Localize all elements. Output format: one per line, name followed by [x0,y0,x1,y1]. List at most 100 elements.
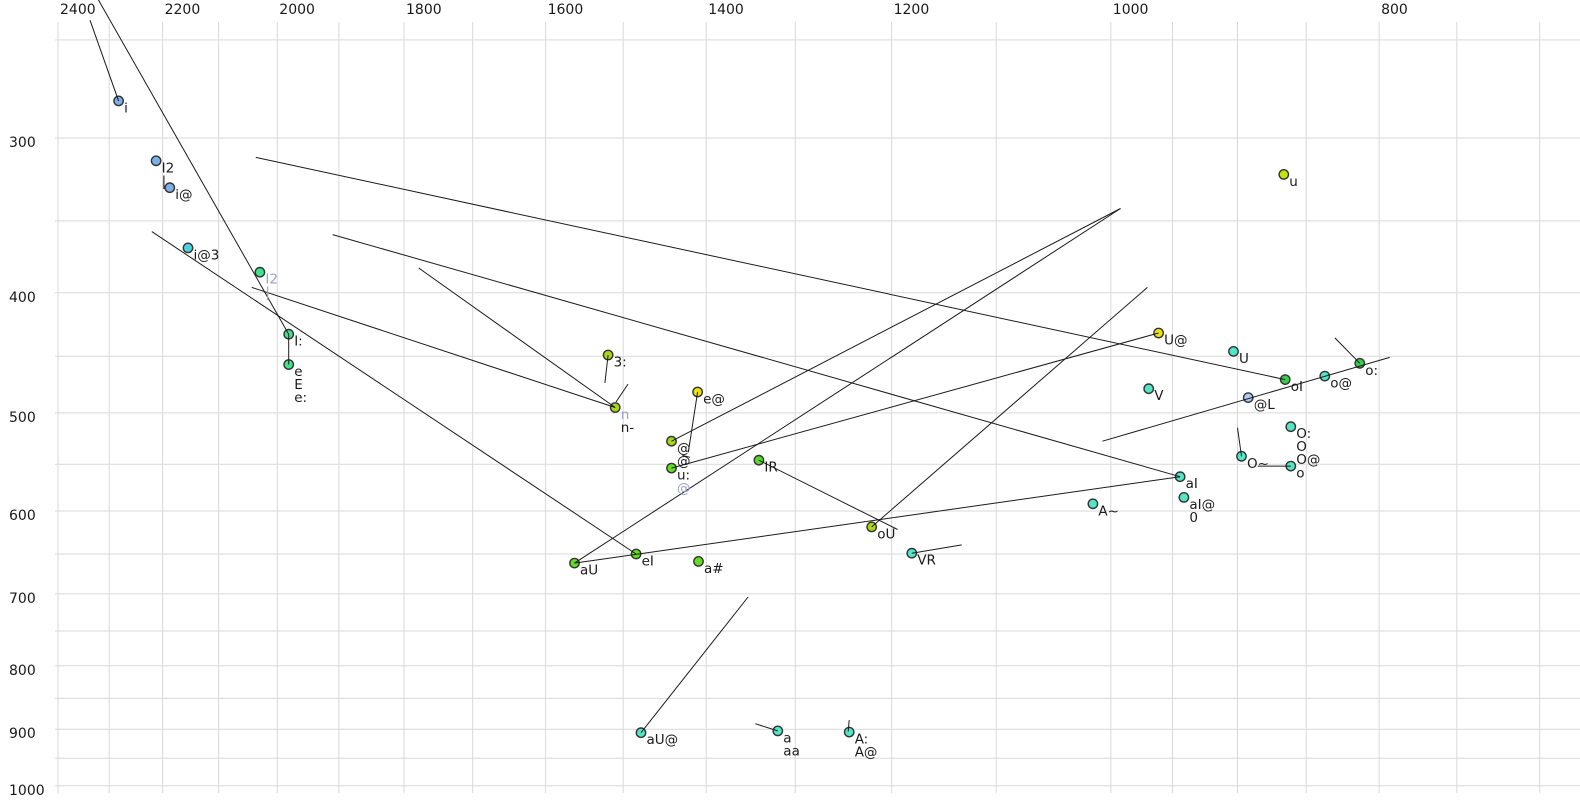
point-label: aU@ [647,732,679,748]
data-point[interactable] [1285,421,1297,433]
trajectory-line [332,234,1181,478]
trajectory-line [418,267,616,408]
point-label: V [1154,388,1164,404]
trajectory-line [671,332,1159,469]
data-point[interactable] [182,242,194,254]
y-tick-label: 900 [9,726,36,742]
data-point[interactable] [1143,383,1155,395]
trajectory-line [682,454,691,458]
trajectory-line [151,231,637,555]
trajectory-line [604,354,609,384]
trajectory-line [871,287,1148,528]
trajectory-line [574,208,1121,564]
point-label: u: [677,468,690,484]
point-label: O@ [1296,452,1320,468]
trajectory-line [615,383,629,403]
point-label: A@ [855,745,878,761]
point-label: 3: [614,355,627,371]
point-label: u [1289,174,1298,190]
data-point[interactable] [843,726,855,738]
data-point[interactable] [150,155,162,167]
point-label: i@ [175,187,192,203]
data-point[interactable] [693,556,704,567]
point-label: n- [621,420,635,436]
data-points [113,95,1366,739]
trajectory-line [687,391,699,453]
point-label: U [1239,351,1249,367]
point-label: @ [677,441,691,457]
y-tick-label: 1000 [9,783,45,799]
point-label: o [1296,466,1304,482]
data-point[interactable] [1087,498,1099,510]
point-label: a# [704,561,724,577]
point-label: eI [642,554,654,570]
axis-ticks: 2400 2200 2000 1800 1600 1400 1200 1000 800 300 40… [9,2,1408,799]
x-tick-label: 1200 [894,2,930,18]
point-label: O [1296,439,1307,455]
data-point[interactable] [164,182,176,194]
trajectory-lines [89,0,1390,734]
point-label: o@ [1330,376,1352,392]
point-label: n [621,407,630,423]
point-label: @ [677,454,691,470]
trajectory-line [911,544,962,554]
point-label: aa [783,743,800,759]
point-label: aI [1186,476,1198,492]
point-label: @ [677,481,691,497]
point-label: oU [877,526,895,542]
point-label: I: [294,334,303,350]
point-label: VR [917,553,936,569]
trajectory-line [97,0,290,335]
trajectory-line [1237,427,1242,457]
trajectory-line [755,723,778,732]
data-point[interactable] [1228,345,1239,357]
trajectory-line [255,156,1286,381]
x-tick-label: 1600 [548,2,584,18]
point-label: i@3 [194,247,220,263]
point-label: E [294,377,303,393]
trajectory-line [89,20,120,102]
data-point[interactable] [254,266,266,278]
point-label: I2 [162,160,175,176]
trajectory-line [1102,356,1390,442]
y-tick-label: 800 [9,663,36,679]
point-label: | [162,173,167,189]
point-label: e@ [703,392,725,408]
x-tick-label: 800 [1381,2,1408,18]
data-point[interactable] [1153,327,1165,339]
point-label: IR [764,460,777,476]
trajectory-line [1334,337,1361,364]
y-tick-label: 600 [9,508,36,524]
point-label: aU [580,563,598,579]
point-label: i [124,100,128,116]
data-point[interactable] [1178,491,1190,503]
data-point[interactable] [113,95,125,107]
y-tick-label: 400 [9,290,36,306]
point-label: | [265,285,270,301]
point-label: O~ [1247,456,1269,472]
grid [55,22,1580,793]
point-label: aI@ [1189,497,1215,513]
trajectory-line [671,208,1121,442]
data-point[interactable] [1278,168,1290,180]
trajectory-line [847,720,850,732]
point-label: A: [855,732,869,748]
point-label: U@ [1164,333,1187,349]
y-tick-label: 300 [9,135,36,151]
y-tick-label: 500 [9,410,36,426]
point-label: @L [1254,397,1276,413]
point-label: I2 [265,272,278,288]
point-label: e: [294,390,307,406]
point-label: oI [1291,379,1303,395]
trajectory-line [640,596,749,734]
x-tick-label: 2000 [279,2,315,18]
point-label: O: [1296,426,1311,442]
point-label: e [294,364,302,380]
trajectory-line [758,459,898,530]
x-tick-label: 2400 [60,2,96,18]
x-tick-label: 1400 [708,2,744,18]
x-tick-label: 1800 [406,2,442,18]
point-label: A~ [1098,503,1119,519]
